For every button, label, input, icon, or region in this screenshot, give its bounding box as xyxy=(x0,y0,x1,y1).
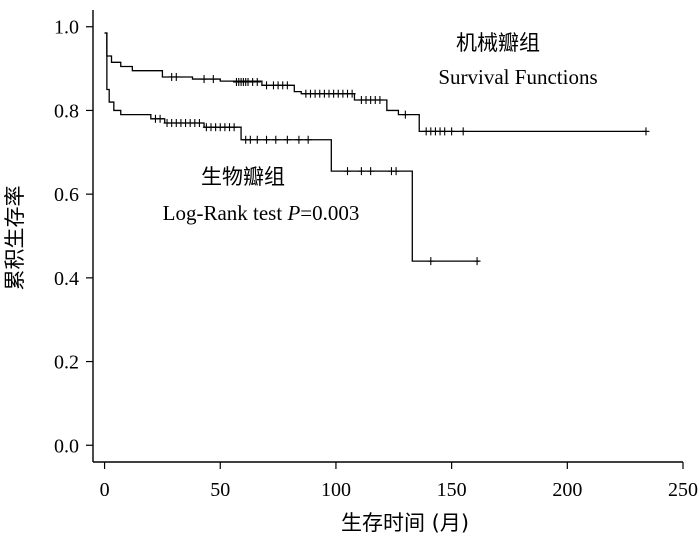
x-tick-label: 150 xyxy=(437,479,467,501)
survival-functions-label: Survival Functions xyxy=(438,65,597,89)
y-tick-label: 0.0 xyxy=(54,435,79,457)
tick-labels: 0 50 100 150 200 250 0.0 0.2 0.4 0.6 0.8 1.0 xyxy=(54,17,698,501)
survival-curve-bioprosthetic xyxy=(104,32,480,262)
log-rank-prefix: Log-Rank test xyxy=(163,201,288,225)
x-tick-label: 50 xyxy=(210,479,230,501)
y-axis-title: 累积生存率 xyxy=(3,186,27,291)
mech-group-label: 机械瓣组 xyxy=(456,31,540,55)
y-tick-label: 0.2 xyxy=(54,352,79,374)
bio-group-label: 生物瓣组 xyxy=(201,165,285,189)
log-rank-p: P xyxy=(286,201,300,225)
y-tick-label: 0.6 xyxy=(54,184,79,206)
y-tick-label: 0.4 xyxy=(54,268,79,290)
x-tick-label: 100 xyxy=(321,479,351,501)
x-tick-label: 200 xyxy=(552,479,582,501)
x-tick-label: 0 xyxy=(100,479,110,501)
x-axis-title: 生存时间 (月) xyxy=(341,511,469,535)
log-rank-test-label: Log-Rank test P=0.003 xyxy=(163,201,360,225)
log-rank-value: =0.003 xyxy=(300,201,359,225)
x-tick-label: 250 xyxy=(668,479,698,501)
y-tick-label: 1.0 xyxy=(54,17,79,39)
axes xyxy=(86,10,684,469)
y-tick-label: 0.8 xyxy=(54,100,79,122)
censor-marks xyxy=(151,72,650,266)
